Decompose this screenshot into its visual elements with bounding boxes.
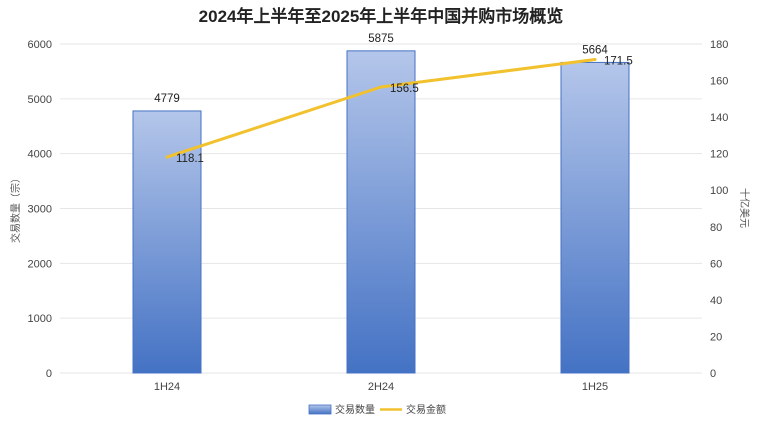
line-data-label: 171.5 [604,56,633,68]
left-axis-tick-label: 4000 [28,149,52,161]
right-axis-title: 十亿美元 [738,188,751,228]
legend: 交易数量 交易金额 [308,403,446,416]
right-axis-tick-label: 180 [710,39,728,51]
right-axis-tick-label: 20 [710,331,722,343]
left-axis-ticks: 0 1000 2000 3000 4000 5000 6000 [28,39,52,380]
left-axis-tick-label: 1000 [28,313,52,325]
x-axis-ticks: 1H24 2H24 1H25 [154,381,608,393]
line-point [379,85,383,89]
bar-data-label: 5875 [368,33,394,45]
chart-title: 2024年上半年至2025年上半年中国并购市场概览 [199,6,564,26]
right-axis-tick-label: 40 [710,295,722,307]
right-axis-tick-label: 80 [710,222,722,234]
line-point [593,58,597,62]
legend-label-line: 交易金额 [406,403,446,416]
right-axis-tick-label: 160 [710,76,728,88]
left-axis-tick-label: 6000 [28,39,52,51]
bar [346,50,416,374]
left-axis-tick-label: 3000 [28,204,52,216]
x-axis-tick-label: 1H24 [154,381,180,393]
bar [132,110,202,374]
left-axis-tick-label: 5000 [28,94,52,106]
legend-label-bar: 交易数量 [335,403,375,416]
left-axis-tick-label: 2000 [28,258,52,270]
right-axis-ticks: 0 20 40 60 80 100 120 140 160 180 [710,39,728,380]
line-data-label: 118.1 [176,153,204,165]
right-axis-tick-label: 60 [710,258,722,270]
line-point [165,155,169,159]
line-series [165,58,597,159]
bar-data-label: 5664 [582,44,608,56]
x-axis-tick-label: 1H25 [582,381,608,393]
x-axis-tick-label: 2H24 [368,381,394,393]
right-axis-tick-label: 140 [710,112,728,124]
line-data-label: 156.5 [390,83,419,95]
right-axis-tick-label: 120 [710,149,728,161]
bar-data-label: 4779 [154,93,180,105]
data-labels: 4779 5875 5664 118.1 156.5 171.5 [154,33,633,165]
right-axis-tick-label: 0 [710,368,716,380]
bar-series [132,50,630,374]
legend-swatch-bar [308,404,332,415]
left-axis-title: 交易数量（宗） [9,173,22,243]
right-axis-tick-label: 100 [710,185,728,197]
left-axis-tick-label: 0 [46,368,52,380]
bar [560,61,630,374]
